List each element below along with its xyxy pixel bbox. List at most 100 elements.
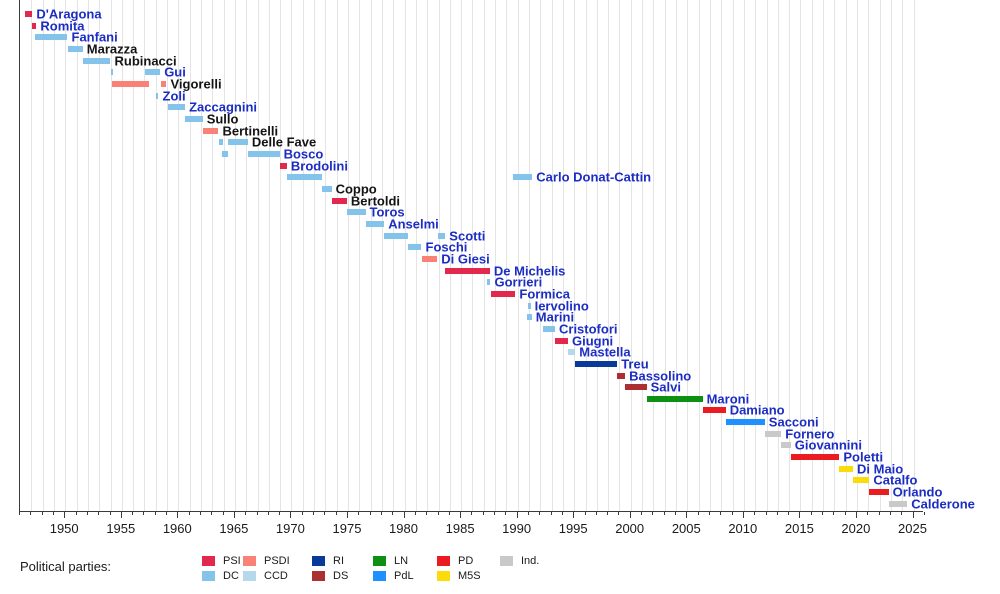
gridline-year [461, 0, 463, 511]
minister-label[interactable]: Formica [519, 286, 570, 302]
minister-label[interactable]: Gui [164, 64, 186, 80]
minister-label[interactable]: Brodolini [290, 158, 348, 174]
term-bar [160, 81, 167, 87]
axis-tick [867, 512, 869, 515]
minister-label[interactable]: Salvi [650, 379, 681, 395]
axis-tick [86, 512, 88, 515]
minister-label[interactable]: Gorrieri [494, 274, 543, 290]
axis-tick [878, 512, 880, 515]
axis-tick [200, 512, 201, 515]
minister-label[interactable]: Bassolino [629, 368, 692, 383]
minister-label[interactable]: Anselmi [388, 216, 439, 232]
term-bar [384, 232, 408, 239]
minister-label[interactable]: Catalfo [873, 472, 918, 488]
minister-label[interactable]: Carlo Donat-Cattin [536, 169, 652, 185]
axis-tick [550, 512, 552, 515]
axis-year-label: 1970 [275, 521, 305, 536]
gridline-year [325, 0, 327, 511]
axis-tick [788, 512, 790, 515]
axis-tick [380, 512, 382, 515]
term-bar [839, 465, 853, 472]
axis-tick [222, 512, 224, 515]
axis-tick [448, 512, 450, 515]
term-bar [222, 150, 229, 157]
minister-label: Delle Fave [251, 134, 317, 150]
axis-tick [245, 512, 247, 515]
gridline-year [348, 0, 349, 511]
term-bar [725, 419, 765, 426]
minister-label[interactable]: Zaccagnini [189, 99, 258, 115]
axis-tick [460, 512, 462, 518]
minister-label[interactable]: Fornero [785, 426, 835, 442]
term-bar [82, 57, 111, 64]
minister-label[interactable]: D'Aragona [36, 6, 102, 22]
axis-tick [143, 512, 145, 515]
axis-tick [369, 512, 371, 515]
gridline-year [879, 0, 881, 511]
axis-tick [595, 512, 597, 515]
axis-year-label: 1950 [49, 521, 79, 536]
axis-tick [539, 512, 541, 515]
gridline-year [755, 0, 757, 511]
legend: Political parties: PSI PSDI RI LN PD Ind. DC CC… [0, 552, 1000, 594]
gridline-year [698, 0, 700, 511]
axis-year-label: 2010 [728, 521, 758, 536]
minister-label[interactable]: De Michelis [493, 263, 566, 278]
gridline-year [562, 0, 564, 511]
gridline-year [551, 0, 553, 511]
minister-label[interactable]: Calderone [911, 496, 975, 512]
axis-tick [358, 512, 360, 515]
ministers-timeline-chart: D'Aragona Romita Fanfani Marazza Rubinacci Gu… [19, 0, 975, 536]
minister-label[interactable]: Marini [535, 309, 575, 325]
minister-label[interactable]: Damiano [729, 402, 785, 418]
minister-label[interactable]: Maroni [706, 391, 750, 407]
minister-label[interactable]: Giugni [572, 333, 614, 348]
axis-tick [290, 512, 292, 518]
term-bar [422, 255, 438, 262]
minister-label: Sullo [206, 111, 239, 127]
minister-label[interactable]: Fanfani [71, 29, 118, 45]
minister-label[interactable]: Mastella [579, 344, 631, 360]
gridline-year [155, 0, 157, 511]
term-bar [790, 454, 840, 461]
minister-label[interactable]: Bosco [283, 146, 324, 162]
minister-label[interactable]: Scotti [449, 228, 486, 243]
minister-label: Vigorelli [170, 76, 222, 92]
axis-tick [607, 512, 609, 515]
legend-party-label: PSDI [264, 555, 290, 567]
minister-label[interactable]: Cristofori [559, 321, 618, 337]
minister-label[interactable]: Di Giesi [441, 251, 490, 267]
term-bar [487, 279, 491, 286]
gridline-year [687, 0, 689, 511]
axis-tick [75, 512, 77, 515]
minister-label[interactable]: Sacconi [768, 414, 819, 430]
gridline-year [427, 0, 429, 511]
term-bar [543, 325, 555, 332]
gridline-year [845, 0, 847, 511]
minister-label[interactable]: Poletti [843, 449, 884, 465]
minister-label[interactable]: Iervolino [534, 298, 589, 313]
minister-label[interactable]: Orlando [892, 484, 943, 500]
term-bar [32, 22, 37, 29]
legend-party-label: DS [333, 569, 349, 582]
gridline-year [630, 0, 632, 511]
minister-label[interactable]: Foschi [425, 239, 468, 255]
minister-label[interactable]: Treu [621, 356, 649, 372]
minister-label[interactable]: Giovannini [794, 437, 862, 453]
axis-tick [64, 512, 66, 518]
minister-label[interactable]: Romita [40, 18, 85, 34]
axis-tick [120, 512, 122, 518]
term-bar [568, 349, 576, 356]
term-bar [869, 489, 889, 496]
gridline-year [777, 0, 779, 511]
minister-label[interactable]: Di Maio [857, 461, 904, 477]
minister-label[interactable]: Toros [369, 204, 405, 220]
legend-swatch-ri [312, 556, 325, 566]
minister-label[interactable]: Zoli [162, 88, 186, 104]
legend-swatch-pd [437, 556, 450, 566]
gridline-year [608, 0, 610, 511]
term-bar [67, 46, 83, 52]
legend-swatch-psi [202, 556, 215, 566]
gridline-year [393, 0, 395, 511]
gridline-year [856, 0, 858, 511]
